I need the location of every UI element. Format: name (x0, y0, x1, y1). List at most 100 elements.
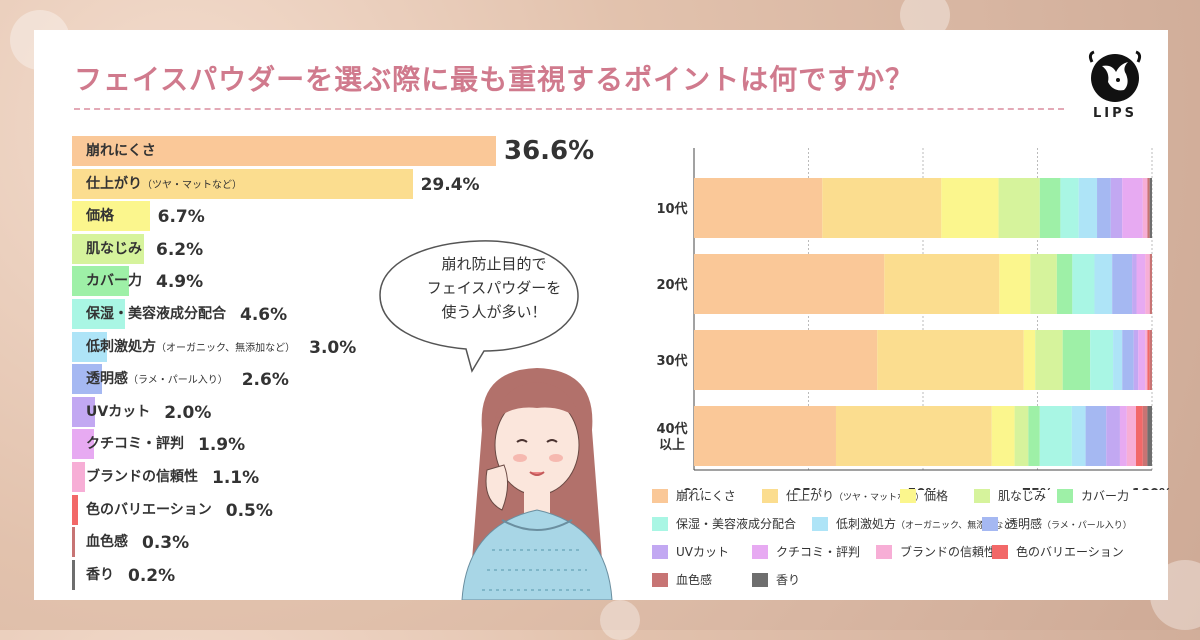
x-tick-label: 0% (683, 487, 705, 490)
legend-label: 透明感（ラメ・パール入り） (1006, 516, 1132, 534)
legend-swatch (812, 517, 828, 531)
deer-icon (1088, 50, 1142, 102)
legend-label-text: 保湿・美容液成分配合 (676, 517, 797, 531)
stack-segment (1147, 178, 1150, 238)
legend-swatch (1057, 489, 1073, 503)
stack-segment (1097, 178, 1111, 238)
stack-segment (877, 330, 1024, 390)
legend-label: UVカット (676, 544, 729, 560)
stack-segment (1090, 330, 1114, 390)
stack-segment (835, 406, 992, 466)
stack-segment (1062, 330, 1091, 390)
ranking-value: 6.7% (157, 207, 205, 228)
ranking-bar (72, 233, 144, 264)
legend-label: クチコミ・評判 (776, 544, 860, 560)
stack-segment (694, 178, 823, 238)
x-tick-label: 75% (1022, 487, 1053, 490)
ranking-label-text: 香り (86, 566, 114, 583)
legend-label-text: クチコミ・評判 (776, 545, 861, 559)
stack-segment (694, 330, 878, 390)
ranking-label-text: 低刺激処方 (86, 338, 156, 355)
y-tick-label: 40代 (656, 421, 687, 437)
stack-segment (941, 178, 999, 238)
stack-segment (1112, 254, 1133, 314)
ranking-value: 0.2% (128, 565, 176, 586)
legend-label: 香り (776, 572, 800, 588)
legend-label: 価格 (924, 488, 948, 504)
stack-segment (1071, 406, 1086, 466)
ranking-label: 肌なじみ (86, 234, 142, 264)
ranking-label-text: カバー力 (86, 273, 142, 290)
stack-segment (1147, 330, 1150, 390)
ranking-value: 2.6% (241, 370, 289, 391)
stack-segment (1056, 254, 1073, 314)
ranking-bar (72, 429, 94, 460)
callout-line: フェイスパウダーを (426, 279, 562, 297)
x-tick-label: 25% (793, 487, 824, 490)
ranking-label: 色のバリエーション (86, 495, 212, 525)
ranking-value: 1.9% (198, 435, 246, 456)
brand-name: LIPS (1092, 106, 1137, 121)
ranking-label-text: 仕上がり (86, 175, 142, 192)
legend-label: 血色感 (676, 572, 712, 588)
ranking-bar (72, 201, 150, 232)
legend-label: 仕上がり（ツヤ・マットなど） (786, 488, 924, 506)
ranking-label: 香り (86, 560, 114, 590)
ranking-label: 透明感（ラメ・パール入り） (86, 364, 228, 394)
ranking-bar (72, 136, 496, 166)
ranking-label: 低刺激処方（オーガニック、無添加など） (86, 332, 295, 362)
stack-segment (1133, 330, 1139, 390)
ranking-value: 0.3% (142, 533, 190, 554)
ranking-value: 4.9% (156, 272, 204, 293)
legend-label-text: 低刺激処方 (836, 517, 897, 531)
ranking-label-note: （ツヤ・マットなど） (142, 179, 242, 191)
ranking-bar (72, 494, 78, 525)
ranking-bar (72, 396, 96, 427)
stack-segment (1147, 406, 1152, 466)
ranking-label: クチコミ・評判 (86, 429, 184, 459)
legend-label-text: 仕上がり (786, 489, 835, 503)
ranking-bar (72, 331, 107, 362)
stack-segment (1113, 330, 1123, 390)
stack-segment (1014, 406, 1029, 466)
ranking-label-text: ブランドの信頼性 (86, 469, 198, 485)
stack-segment (998, 178, 1040, 238)
ranking-value: 3.0% (309, 337, 357, 358)
stack-segment (1132, 254, 1137, 314)
legend-swatch (992, 545, 1008, 559)
legend-swatch (652, 545, 668, 559)
legend-swatch (762, 489, 778, 503)
ranking-label: カバー力 (86, 266, 142, 296)
stack-segment (991, 406, 1015, 466)
stack-segment (1078, 178, 1098, 238)
stack-segment (1135, 406, 1143, 466)
legend-label-note: （ラメ・パール入り） (1042, 521, 1132, 531)
ranking-label: 崩れにくさ (86, 136, 156, 166)
legend-swatch (974, 489, 990, 503)
legend-label-text: 崩れにくさ (676, 489, 736, 503)
stack-segment (1035, 330, 1063, 390)
stack-segment (1138, 330, 1146, 390)
ranking-label-text: 色のバリエーション (86, 501, 212, 518)
ranking-label: 血色感 (86, 527, 128, 557)
legend-label: 保湿・美容液成分配合 (676, 516, 796, 532)
legend-label-text: 価格 (924, 489, 949, 503)
woman-illustration (461, 368, 613, 600)
legend-label-text: 香り (776, 573, 801, 587)
speech-bubble (379, 240, 579, 373)
legend-swatch (752, 545, 768, 559)
ranking-label-text: UVカット (86, 403, 151, 420)
ranking-bar (72, 266, 129, 297)
stack-segment (1094, 254, 1113, 314)
stack-segment (1142, 406, 1148, 466)
callout-text: 崩れ防止目的で フェイスパウダーを 使う人が多い！ (409, 252, 579, 324)
stack-segment (1149, 254, 1152, 314)
legend-swatch (900, 489, 916, 503)
ranking-value: 2.0% (164, 402, 212, 423)
ranking-bar (72, 364, 103, 395)
stack-segment (1145, 330, 1148, 390)
ranking-bar (72, 527, 76, 558)
legend-swatch (652, 573, 668, 587)
stack-segment (694, 406, 836, 466)
ranking-value: 29.4% (420, 174, 480, 195)
